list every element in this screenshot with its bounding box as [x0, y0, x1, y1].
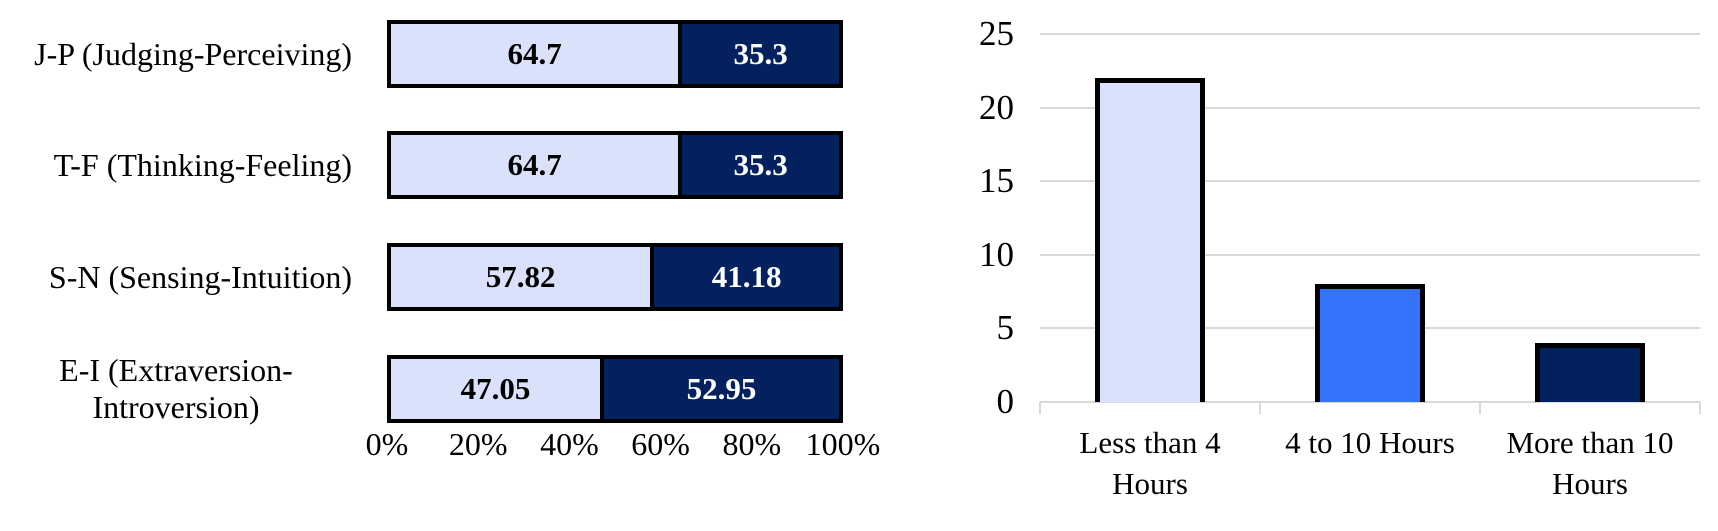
mbti-stacked-bar-chart: J-P (Judging-Perceiving) 64.7 35.3 T-F (Thi…	[34, 20, 881, 462]
bar-segment-first-preference: 57.82	[387, 243, 655, 311]
y-axis-tick-label: 0	[996, 382, 1015, 421]
x-axis-tick	[1699, 402, 1701, 414]
gridline	[1040, 180, 1700, 183]
x-axis-tick	[1479, 402, 1481, 414]
category-label: T-F (Thinking-Feeling)	[53, 146, 352, 183]
x-axis-category-label: Less than 4 Hours	[1079, 425, 1221, 501]
gridline	[1040, 106, 1700, 109]
bar-segment-first-preference: 64.7	[387, 20, 683, 88]
gridline	[1040, 253, 1700, 256]
category-label: J-P (Judging-Perceiving)	[34, 35, 352, 72]
x-axis-tick-label: 100%	[805, 426, 881, 462]
bar-segment-first-preference: 64.7	[387, 131, 683, 199]
x-axis-tick-label: 20%	[448, 426, 508, 462]
gridline	[1040, 33, 1700, 35]
bar-segment-second-preference: 35.3	[682, 131, 843, 199]
bar	[1315, 284, 1425, 402]
stacked-bar: 64.7 35.3	[387, 131, 843, 199]
x-axis-category-label: 4 to 10 Hours	[1285, 425, 1455, 460]
stacked-bar: 47.05 52.95	[387, 355, 843, 423]
y-axis-tick-label: 10	[979, 234, 1014, 274]
y-axis-tick-label: 15	[979, 161, 1014, 201]
x-axis-tick-label: 40%	[540, 426, 599, 462]
stacked-bar: 64.7 35.3	[387, 20, 843, 88]
x-axis-tick-label: 0%	[365, 426, 409, 462]
x-axis-category-label: More than 10 Hours	[1506, 425, 1674, 501]
bar	[1095, 78, 1205, 402]
x-axis-line	[1040, 401, 1700, 403]
y-axis-tick-label: 20	[979, 87, 1014, 127]
stacked-bar: 57.82 41.18	[387, 243, 843, 311]
x-axis-tick-label: 80%	[722, 426, 782, 462]
bar-segment-first-preference: 47.05	[387, 355, 604, 423]
x-axis-tick-label: 60%	[631, 426, 690, 462]
x-axis-tick	[1039, 402, 1041, 414]
bar-segment-second-preference: 35.3	[682, 20, 843, 88]
study-hours-bar-chart: 0 5 10 15 20 25 Less than 4 Hours 4 to 10 Hours…	[880, 0, 1718, 531]
x-axis-tick	[1259, 402, 1261, 414]
y-axis-tick-label: 25	[979, 14, 1014, 53]
y-axis-tick-label: 5	[996, 308, 1015, 348]
bar-segment-second-preference: 52.95	[603, 355, 843, 423]
category-label: E-I (Extraversion- Introversion)	[59, 352, 293, 425]
bar-segment-second-preference: 41.18	[654, 243, 843, 311]
category-label: S-N (Sensing-Intuition)	[48, 258, 352, 295]
bar	[1535, 343, 1645, 402]
